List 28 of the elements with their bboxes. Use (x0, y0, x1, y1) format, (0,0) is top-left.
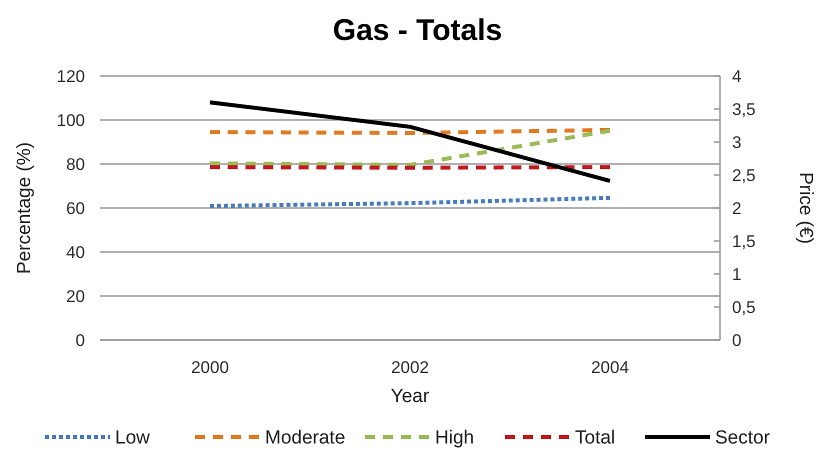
y2-tick-label: 3 (732, 132, 742, 152)
legend-label: Sector (715, 428, 771, 449)
y2-tick-label: 2 (732, 198, 742, 218)
y-tick-label: 60 (66, 198, 85, 218)
y2-tick-label: 4 (732, 66, 742, 86)
y2-tick-label: 0,5 (732, 298, 756, 317)
y-tick-label: 40 (66, 242, 85, 262)
x-axis-title: Year (390, 386, 430, 407)
y2-tick-label: 3,5 (732, 100, 756, 119)
x-tick-label: 2000 (191, 358, 229, 377)
y2-tick-label: 2,5 (732, 166, 756, 185)
legend-label: High (435, 428, 474, 449)
y-tick-label: 80 (66, 154, 85, 174)
legend-label: Moderate (265, 428, 346, 449)
legend-label: Total (575, 428, 616, 449)
y2-tick-label: 0 (732, 330, 742, 350)
y2-tick-label: 1 (732, 264, 742, 284)
y2-tick-label: 1,5 (732, 232, 756, 251)
chart-title: Gas - Totals (332, 14, 502, 47)
legend-label: Low (115, 428, 150, 449)
x-tick-label: 2004 (591, 358, 629, 377)
y-tick-label: 0 (76, 330, 85, 350)
y2-axis-title: Price (€) (795, 172, 816, 244)
y-axis-title: Percentage (%) (14, 142, 35, 274)
y-tick-label: 120 (56, 66, 85, 86)
y-tick-label: 100 (56, 110, 85, 130)
y-tick-label: 20 (66, 286, 85, 306)
x-tick-label: 2002 (391, 358, 429, 377)
